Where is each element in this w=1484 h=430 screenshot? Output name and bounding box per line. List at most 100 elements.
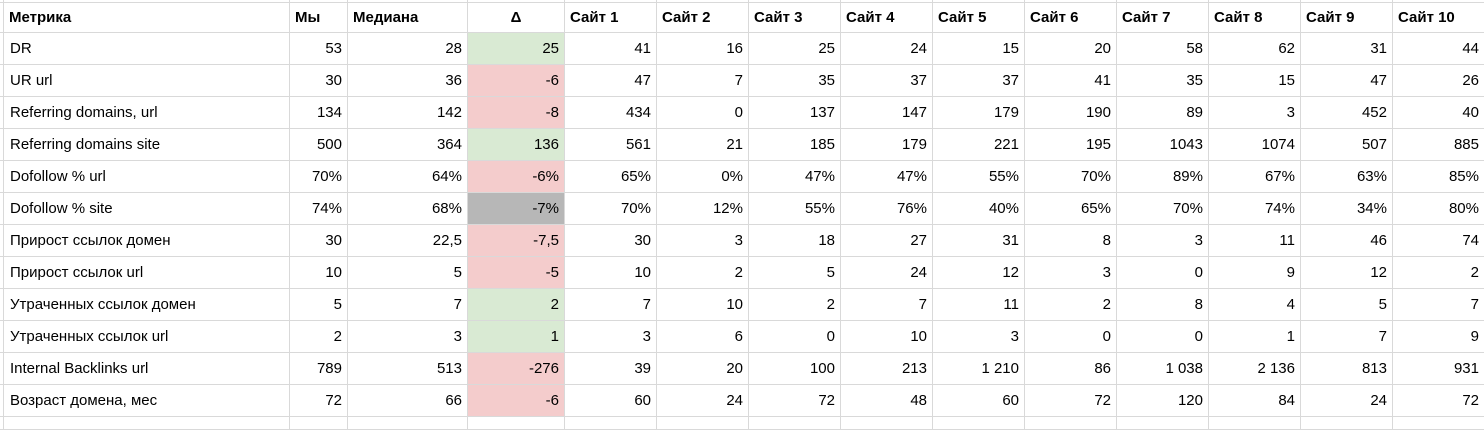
cell-site-7[interactable]: 35	[1117, 65, 1209, 97]
cell-site-9[interactable]: 12	[1301, 257, 1393, 289]
cell-site-1[interactable]: 39	[565, 353, 657, 385]
cell-site-5[interactable]: 3	[933, 321, 1025, 353]
cell-delta[interactable]: 1	[468, 321, 565, 353]
cell-site-1[interactable]: 7	[565, 289, 657, 321]
cell-we[interactable]: 72	[290, 385, 348, 417]
cell-delta[interactable]: 25	[468, 33, 565, 65]
cell-site-10[interactable]: 74	[1393, 225, 1484, 257]
cell-median[interactable]: 28	[348, 33, 468, 65]
cell-site-6[interactable]: 65%	[1025, 193, 1117, 225]
cell-we[interactable]: 30	[290, 65, 348, 97]
cell-site-8[interactable]: 1074	[1209, 129, 1301, 161]
cell-site-10[interactable]: 9	[1393, 321, 1484, 353]
column-header-site10[interactable]: Сайт 10	[1393, 3, 1484, 33]
cell-site-5[interactable]: 1 210	[933, 353, 1025, 385]
cell-site-10[interactable]: 85%	[1393, 161, 1484, 193]
cell-we[interactable]: 10	[290, 257, 348, 289]
cell-site-2[interactable]: 10	[657, 289, 749, 321]
cell-median[interactable]: 66	[348, 385, 468, 417]
cell-site-2[interactable]: 12%	[657, 193, 749, 225]
cell-site-6[interactable]: 195	[1025, 129, 1117, 161]
cell-site-7[interactable]: 3	[1117, 225, 1209, 257]
cell-we[interactable]: 134	[290, 97, 348, 129]
cell-site-8[interactable]: 67%	[1209, 161, 1301, 193]
cell-site-6[interactable]: 20	[1025, 33, 1117, 65]
cell-we[interactable]: 5	[290, 289, 348, 321]
cell-site-6[interactable]: 3	[1025, 257, 1117, 289]
cell-we[interactable]: 500	[290, 129, 348, 161]
cell-site-6[interactable]: 86	[1025, 353, 1117, 385]
cell-site-2[interactable]: 6	[657, 321, 749, 353]
cell-metric[interactable]: Прирост ссылок url	[4, 257, 290, 289]
cell-delta[interactable]: -6	[468, 65, 565, 97]
cell-delta[interactable]: -7,5	[468, 225, 565, 257]
cell-site-3[interactable]: 100	[749, 353, 841, 385]
cell-site-3[interactable]: 72	[749, 385, 841, 417]
cell-site-8[interactable]: 74%	[1209, 193, 1301, 225]
cell-site-9[interactable]: 452	[1301, 97, 1393, 129]
cell-site-6[interactable]: 41	[1025, 65, 1117, 97]
cell-site-9[interactable]: 7	[1301, 321, 1393, 353]
cell-site-9[interactable]: 63%	[1301, 161, 1393, 193]
cell-site-10[interactable]: 40	[1393, 97, 1484, 129]
cell-site-2[interactable]: 7	[657, 65, 749, 97]
cell-site-8[interactable]: 1	[1209, 321, 1301, 353]
cell-site-5[interactable]: 15	[933, 33, 1025, 65]
cell-median[interactable]: 36	[348, 65, 468, 97]
cell-median[interactable]: 513	[348, 353, 468, 385]
cell-site-4[interactable]: 147	[841, 97, 933, 129]
column-header-we[interactable]: Мы	[290, 3, 348, 33]
cell-site-7[interactable]: 0	[1117, 321, 1209, 353]
cell-we[interactable]: 74%	[290, 193, 348, 225]
cell-median[interactable]: 142	[348, 97, 468, 129]
cell-site-2[interactable]: 21	[657, 129, 749, 161]
cell-site-7[interactable]: 89	[1117, 97, 1209, 129]
cell-site-1[interactable]: 47	[565, 65, 657, 97]
cell-site-5[interactable]: 37	[933, 65, 1025, 97]
cell-site-4[interactable]: 24	[841, 257, 933, 289]
cell-site-4[interactable]: 213	[841, 353, 933, 385]
cell-site-9[interactable]: 31	[1301, 33, 1393, 65]
column-header-site5[interactable]: Сайт 5	[933, 3, 1025, 33]
cell-delta[interactable]: -7%	[468, 193, 565, 225]
cell-site-2[interactable]: 3	[657, 225, 749, 257]
cell-site-3[interactable]: 18	[749, 225, 841, 257]
cell-site-1[interactable]: 434	[565, 97, 657, 129]
cell-site-1[interactable]: 561	[565, 129, 657, 161]
cell-site-6[interactable]: 70%	[1025, 161, 1117, 193]
cell-site-4[interactable]: 37	[841, 65, 933, 97]
cell-site-4[interactable]: 179	[841, 129, 933, 161]
column-header-site3[interactable]: Сайт 3	[749, 3, 841, 33]
cell-site-3[interactable]: 2	[749, 289, 841, 321]
cell-site-7[interactable]: 89%	[1117, 161, 1209, 193]
cell-site-6[interactable]: 0	[1025, 321, 1117, 353]
cell-median[interactable]: 3	[348, 321, 468, 353]
cell-site-8[interactable]: 84	[1209, 385, 1301, 417]
cell-median[interactable]: 5	[348, 257, 468, 289]
column-header-median[interactable]: Медиана	[348, 3, 468, 33]
column-header-site6[interactable]: Сайт 6	[1025, 3, 1117, 33]
cell-site-5[interactable]: 31	[933, 225, 1025, 257]
cell-site-5[interactable]: 55%	[933, 161, 1025, 193]
cell-site-9[interactable]: 507	[1301, 129, 1393, 161]
cell-site-4[interactable]: 27	[841, 225, 933, 257]
cell-site-4[interactable]: 7	[841, 289, 933, 321]
cell-site-8[interactable]: 11	[1209, 225, 1301, 257]
cell-site-3[interactable]: 55%	[749, 193, 841, 225]
cell-site-5[interactable]: 60	[933, 385, 1025, 417]
cell-site-2[interactable]: 16	[657, 33, 749, 65]
cell-metric[interactable]: Referring domains site	[4, 129, 290, 161]
cell-site-1[interactable]: 60	[565, 385, 657, 417]
cell-site-7[interactable]: 58	[1117, 33, 1209, 65]
column-header-site2[interactable]: Сайт 2	[657, 3, 749, 33]
cell-metric[interactable]: Internal Backlinks url	[4, 353, 290, 385]
column-header-site1[interactable]: Сайт 1	[565, 3, 657, 33]
cell-site-7[interactable]: 1 038	[1117, 353, 1209, 385]
cell-site-8[interactable]: 9	[1209, 257, 1301, 289]
cell-delta[interactable]: 136	[468, 129, 565, 161]
cell-site-8[interactable]: 62	[1209, 33, 1301, 65]
cell-site-2[interactable]: 24	[657, 385, 749, 417]
cell-metric[interactable]: Referring domains, url	[4, 97, 290, 129]
cell-site-10[interactable]: 26	[1393, 65, 1484, 97]
cell-site-9[interactable]: 24	[1301, 385, 1393, 417]
